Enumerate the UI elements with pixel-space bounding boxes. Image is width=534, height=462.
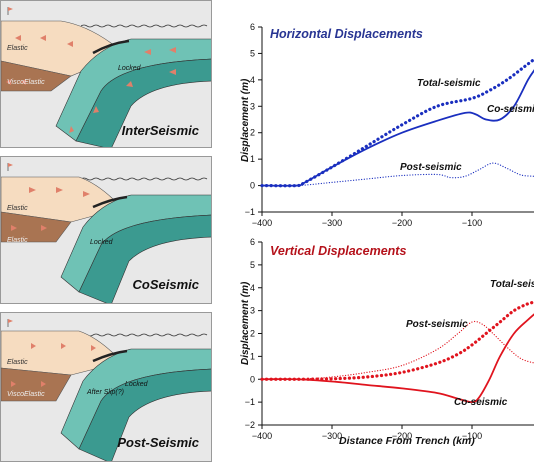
- series-post-seismic-line: [261, 320, 534, 381]
- x-tick-label: −300: [322, 431, 342, 441]
- postseismic-title: Post-Seismic: [117, 435, 199, 450]
- flag-icon: [7, 7, 13, 15]
- series-total-seismic-line: [260, 300, 534, 381]
- vertical-y-axis-label: Displacement (m): [240, 281, 251, 365]
- horizontal-post-label: Post-seismic: [400, 162, 462, 173]
- lower-layer-label: ViscoElastic: [7, 79, 45, 86]
- y-tick-label: 2: [250, 128, 255, 138]
- vertical-total-label: Total-seismic: [490, 279, 534, 290]
- upper-layer-label: Elastic: [7, 359, 28, 366]
- mantle-wedge: [1, 211, 72, 243]
- x-tick-label: −400: [252, 218, 272, 227]
- y-tick-label: 4: [250, 283, 255, 293]
- locked-label: Locked: [90, 239, 113, 246]
- upper-layer-label: Elastic: [7, 205, 28, 212]
- sea-surface: [80, 177, 208, 181]
- horizontal-total-label: Total-seismic: [417, 78, 481, 89]
- vertical-chart-title: Vertical Displacements: [270, 244, 407, 258]
- postseismic-diagram: [1, 319, 211, 461]
- x-tick-label: −200: [392, 218, 412, 227]
- slab-lower: [75, 58, 211, 147]
- y-tick-label: −1: [245, 207, 255, 217]
- afterslip-label: After Slip(?): [87, 389, 124, 396]
- y-tick-label: 6: [250, 22, 255, 32]
- x-tick-label: −400: [252, 431, 272, 441]
- locked-zone: [92, 39, 130, 55]
- locked-label: Locked: [125, 381, 148, 388]
- motion-arrows: [11, 343, 96, 387]
- motion-arrows: [11, 187, 90, 231]
- y-tick-label: 2: [250, 329, 255, 339]
- vertical-co-label: Co-seismic: [454, 397, 508, 408]
- x-tick-label: −100: [462, 218, 482, 227]
- motion-arrows: [6, 35, 176, 133]
- sea-surface: [80, 24, 208, 28]
- locked-zone: [92, 195, 128, 209]
- flag-icon: [7, 163, 13, 171]
- slab-lower: [78, 368, 211, 461]
- vertical-post-label: Post-seismic: [406, 319, 468, 330]
- y-tick-label: −1: [245, 397, 255, 407]
- coseismic-diagram: [1, 163, 211, 303]
- y-tick-label: 4: [250, 75, 255, 85]
- y-tick-label: 3: [250, 101, 255, 111]
- y-tick-label: 5: [250, 48, 255, 58]
- locked-label: Locked: [118, 65, 141, 72]
- interseismic-diagram: [1, 7, 211, 147]
- y-tick-label: 1: [250, 154, 255, 164]
- locked-zone: [92, 349, 128, 363]
- mantle-wedge: [1, 367, 72, 402]
- upper-layer-label: Elastic: [7, 45, 28, 52]
- horizontal-chart-title: Horizontal Displacements: [270, 27, 423, 41]
- x-tick-label: −100: [462, 431, 482, 441]
- series-co-seismic-line: [261, 313, 534, 404]
- series-total-seismic-line: [260, 57, 534, 188]
- y-tick-label: 3: [250, 306, 255, 316]
- horizontal-co-label: Co-seismic: [487, 104, 534, 115]
- slab-lower: [78, 214, 211, 303]
- vertical-x-axis-label: Distance From Trench (km): [339, 435, 475, 447]
- y-tick-label: 0: [250, 374, 255, 384]
- coseismic-panel: Elastic Elastic Locked CoSeismic: [0, 156, 212, 304]
- series-post-seismic-line: [261, 162, 534, 187]
- horizontal-chart: −1 0 1 2 3 4 5 6 −400 −300 −200 −100 Horizontal Dis…: [212, 22, 534, 227]
- coseismic-title: CoSeismic: [132, 277, 199, 292]
- vertical-chart-plot: −2 −1 0 1 2 3 4 5 6 −400 −300 −200 −100: [245, 237, 534, 441]
- x-tick-label: −200: [392, 431, 412, 441]
- y-tick-label: 6: [250, 237, 255, 247]
- postseismic-panel: Elastic ViscoElastic Locked After Slip(?…: [0, 312, 212, 462]
- horizontal-y-axis-label: Displacement (m): [240, 78, 251, 162]
- flag-icon: [7, 319, 13, 327]
- interseismic-title: InterSeismic: [121, 123, 199, 138]
- x-tick-label: −300: [322, 218, 342, 227]
- mantle-wedge: [1, 60, 72, 92]
- interseismic-panel: Elastic ViscoElastic Locked InterSeismic: [0, 0, 212, 148]
- y-tick-label: 5: [250, 260, 255, 270]
- y-tick-label: −2: [245, 420, 255, 430]
- lower-layer-label: Elastic: [7, 237, 28, 244]
- y-tick-label: 0: [250, 181, 255, 191]
- series-co-seismic-line: [261, 69, 534, 187]
- lower-layer-label: ViscoElastic: [7, 391, 45, 398]
- y-tick-label: 1: [250, 351, 255, 361]
- sea-surface: [80, 333, 208, 337]
- horizontal-chart-plot: −1 0 1 2 3 4 5 6 −400 −300 −200 −100: [245, 22, 534, 227]
- vertical-chart: −2 −1 0 1 2 3 4 5 6 −400 −300 −200 −100 Vertical Dis…: [212, 237, 534, 462]
